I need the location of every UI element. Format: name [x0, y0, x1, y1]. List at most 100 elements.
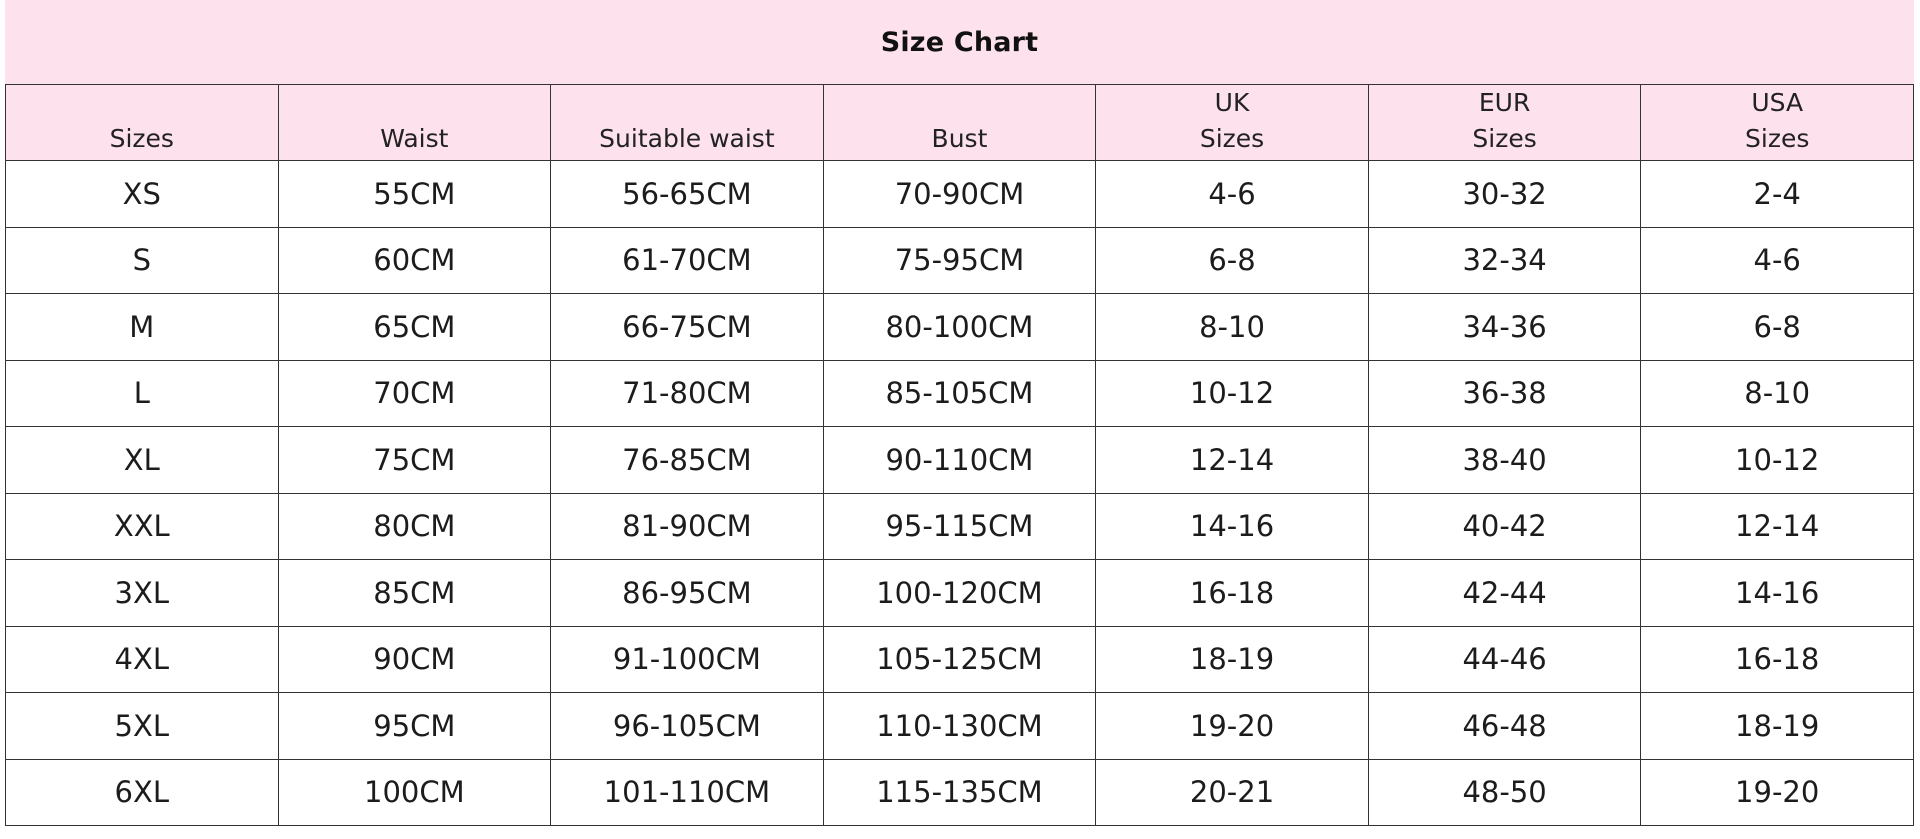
waist-cell: 65CM: [277, 293, 552, 361]
suitable-waist-cell: 91-100CM: [550, 625, 824, 693]
bust-cell: 75-95CM: [822, 226, 1097, 294]
waist-cell: 70CM: [277, 359, 552, 427]
suitable-waist-cell: 86-95CM: [550, 559, 824, 627]
bust-cell: 110-130CM: [822, 692, 1097, 760]
size-cell: XL: [5, 426, 279, 494]
header-usa-sizes: USA Sizes: [1640, 84, 1914, 161]
suitable-waist-cell: 96-105CM: [550, 692, 824, 760]
size-cell: 6XL: [5, 758, 279, 826]
waist-cell: 100CM: [277, 758, 552, 826]
table-header: Sizes Waist Suitable waist Bust UK Sizes EU…: [5, 84, 1914, 161]
bust-cell: 100-120CM: [822, 559, 1097, 627]
table-row: L 70CM 71-80CM 85-105CM 10-12 36-38 8-10: [5, 359, 1914, 427]
suitable-waist-cell: 61-70CM: [550, 226, 824, 294]
title-bar: Size Chart: [5, 0, 1914, 84]
size-cell: S: [5, 226, 279, 294]
header-suitable-waist: Suitable waist: [550, 84, 824, 161]
uk-size-cell: 10-12: [1095, 359, 1369, 427]
table-row: 5XL 95CM 96-105CM 110-130CM 19-20 46-48 18-19: [5, 692, 1914, 760]
eur-size-cell: 32-34: [1367, 226, 1642, 294]
waist-cell: 80CM: [277, 492, 552, 560]
header-line: EUR: [1478, 88, 1531, 117]
uk-size-cell: 12-14: [1095, 426, 1369, 494]
table-row: 3XL 85CM 86-95CM 100-120CM 16-18 42-44 14-16: [5, 559, 1914, 627]
header-row: Sizes Waist Suitable waist Bust UK Sizes EU…: [5, 84, 1914, 161]
usa-size-cell: 6-8: [1640, 293, 1914, 361]
size-cell: L: [5, 359, 279, 427]
table-row: 4XL 90CM 91-100CM 105-125CM 18-19 44-46 16-18: [5, 625, 1914, 693]
usa-size-cell: 8-10: [1640, 359, 1914, 427]
table-row: S 60CM 61-70CM 75-95CM 6-8 32-34 4-6: [5, 226, 1914, 294]
eur-size-cell: 40-42: [1367, 492, 1642, 560]
bust-cell: 85-105CM: [822, 359, 1097, 427]
header-uk-sizes: UK Sizes: [1095, 84, 1369, 161]
suitable-waist-cell: 56-65CM: [550, 160, 824, 228]
table-row: XS 55CM 56-65CM 70-90CM 4-6 30-32 2-4: [5, 160, 1914, 228]
suitable-waist-cell: 71-80CM: [550, 359, 824, 427]
table-row: 6XL 100CM 101-110CM 115-135CM 20-21 48-50 19-2…: [5, 758, 1914, 826]
uk-size-cell: 4-6: [1095, 160, 1369, 228]
size-cell: M: [5, 293, 279, 361]
size-cell: XXL: [5, 492, 279, 560]
table-row: XXL 80CM 81-90CM 95-115CM 14-16 40-42 12-14: [5, 492, 1914, 560]
chart-title: Size Chart: [880, 26, 1039, 58]
uk-size-cell: 14-16: [1095, 492, 1369, 560]
bust-cell: 115-135CM: [822, 758, 1097, 826]
size-cell: 3XL: [5, 559, 279, 627]
usa-size-cell: 4-6: [1640, 226, 1914, 294]
uk-size-cell: 6-8: [1095, 226, 1369, 294]
eur-size-cell: 48-50: [1367, 758, 1642, 826]
usa-size-cell: 2-4: [1640, 160, 1914, 228]
header-bust: Bust: [822, 84, 1097, 161]
uk-size-cell: 18-19: [1095, 625, 1369, 693]
waist-cell: 75CM: [277, 426, 552, 494]
waist-cell: 95CM: [277, 692, 552, 760]
bust-cell: 80-100CM: [822, 293, 1097, 361]
header-line: [824, 85, 1096, 121]
header-line: [279, 85, 551, 121]
uk-size-cell: 20-21: [1095, 758, 1369, 826]
waist-cell: 90CM: [277, 625, 552, 693]
eur-size-cell: 44-46: [1367, 625, 1642, 693]
header-eur-sizes: EUR Sizes: [1367, 84, 1642, 161]
header-sizes: Sizes: [5, 84, 279, 161]
usa-size-cell: 14-16: [1640, 559, 1914, 627]
uk-size-cell: 8-10: [1095, 293, 1369, 361]
bust-cell: 90-110CM: [822, 426, 1097, 494]
table-row: XL 75CM 76-85CM 90-110CM 12-14 38-40 10-12: [5, 426, 1914, 494]
header-line: Sizes: [1472, 124, 1537, 153]
header-line: Bust: [931, 124, 988, 153]
usa-size-cell: 18-19: [1640, 692, 1914, 760]
eur-size-cell: 42-44: [1367, 559, 1642, 627]
bust-cell: 105-125CM: [822, 625, 1097, 693]
header-waist: Waist: [277, 84, 552, 161]
header-line: USA: [1751, 88, 1804, 117]
suitable-waist-cell: 66-75CM: [550, 293, 824, 361]
header-line: UK: [1214, 88, 1250, 117]
usa-size-cell: 16-18: [1640, 625, 1914, 693]
usa-size-cell: 10-12: [1640, 426, 1914, 494]
header-line: Waist: [380, 124, 449, 153]
header-line: Sizes: [1745, 124, 1810, 153]
eur-size-cell: 38-40: [1367, 426, 1642, 494]
waist-cell: 55CM: [277, 160, 552, 228]
table-body: XS 55CM 56-65CM 70-90CM 4-6 30-32 2-4 S 60CM 61-7…: [5, 160, 1914, 826]
size-chart: Size Chart Sizes Waist Suitable waist Bu…: [5, 0, 1914, 835]
header-line: Suitable waist: [599, 124, 775, 153]
table-row: M 65CM 66-75CM 80-100CM 8-10 34-36 6-8: [5, 293, 1914, 361]
size-cell: 5XL: [5, 692, 279, 760]
waist-cell: 85CM: [277, 559, 552, 627]
eur-size-cell: 34-36: [1367, 293, 1642, 361]
suitable-waist-cell: 101-110CM: [550, 758, 824, 826]
size-cell: XS: [5, 160, 279, 228]
bust-cell: 70-90CM: [822, 160, 1097, 228]
bust-cell: 95-115CM: [822, 492, 1097, 560]
usa-size-cell: 19-20: [1640, 758, 1914, 826]
uk-size-cell: 19-20: [1095, 692, 1369, 760]
size-cell: 4XL: [5, 625, 279, 693]
suitable-waist-cell: 76-85CM: [550, 426, 824, 494]
uk-size-cell: 16-18: [1095, 559, 1369, 627]
eur-size-cell: 46-48: [1367, 692, 1642, 760]
eur-size-cell: 36-38: [1367, 359, 1642, 427]
waist-cell: 60CM: [277, 226, 552, 294]
